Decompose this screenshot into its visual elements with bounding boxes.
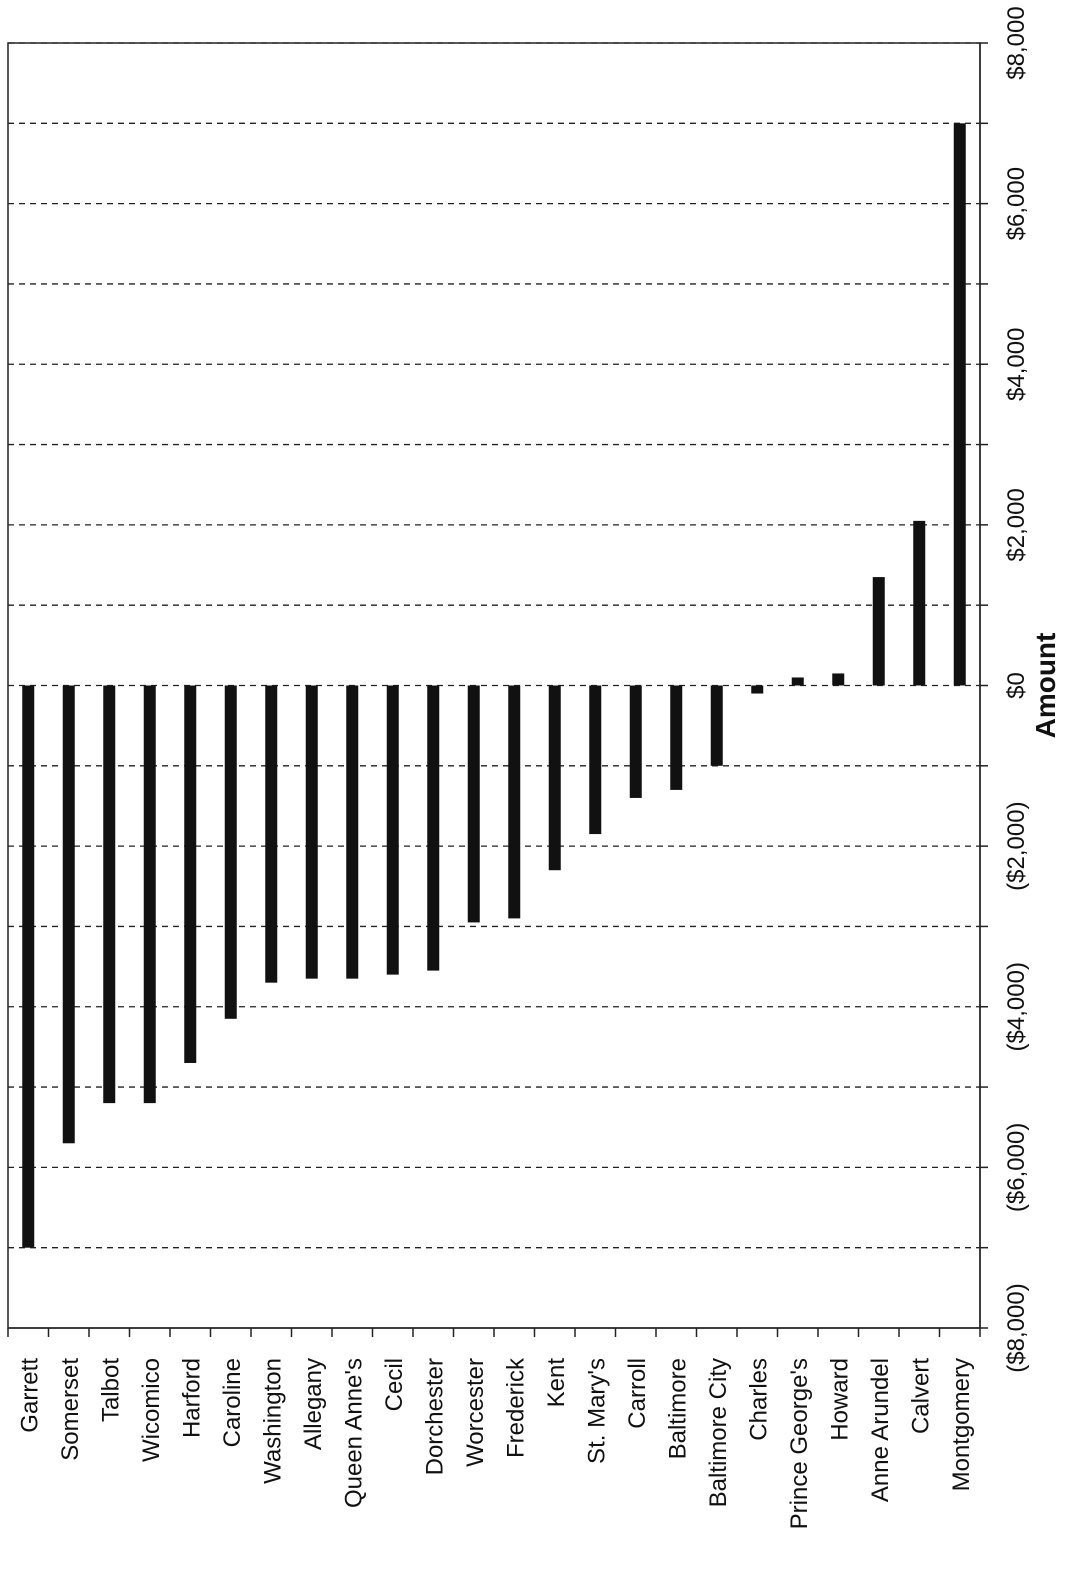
bar	[710, 685, 723, 766]
value-tick-label: ($6,000)	[1003, 1123, 1030, 1212]
bar	[548, 685, 561, 871]
bar	[62, 685, 75, 1144]
category-label: Frederick	[502, 1357, 529, 1458]
category-label: Charles	[745, 1358, 772, 1441]
category-label: Anne Arundel	[867, 1358, 894, 1502]
category-label: Somerset	[57, 1358, 84, 1461]
category-label: Montgomery	[948, 1358, 975, 1491]
bar	[143, 685, 156, 1104]
category-label: Calvert	[907, 1358, 934, 1434]
bar	[751, 685, 764, 694]
x-axis-title: Amount	[1030, 633, 1061, 739]
gridlines	[8, 42, 980, 1249]
category-labels: Garrett Somerset Talbot Wicomico Harford Caro…	[16, 1357, 975, 1529]
category-label: Kent	[543, 1358, 570, 1408]
value-tick-label: $2,000	[1003, 488, 1030, 561]
value-tick-label: ($2,000)	[1003, 801, 1030, 890]
category-label: Howard	[826, 1358, 853, 1441]
value-tick-label: $4,000	[1003, 328, 1030, 401]
category-label: Carroll	[624, 1358, 651, 1429]
bar	[872, 577, 885, 686]
category-ticks	[7, 1328, 981, 1337]
category-label: Garrett	[16, 1358, 43, 1433]
category-label: Baltimore	[664, 1358, 691, 1459]
bar	[224, 685, 237, 1019]
bar	[670, 685, 683, 790]
category-label: Cecil	[381, 1358, 408, 1411]
bar	[305, 685, 318, 979]
category-label: Harford	[178, 1358, 205, 1438]
bar	[184, 685, 197, 1063]
category-label: Baltimore City	[705, 1358, 732, 1507]
category-label: Talbot	[97, 1358, 124, 1422]
bar	[953, 123, 966, 686]
value-tick-label: $0	[1003, 672, 1030, 699]
value-tick-label: ($4,000)	[1003, 962, 1030, 1051]
bar	[589, 685, 602, 835]
bar	[467, 685, 480, 923]
value-tick-label: $8,000	[1003, 6, 1030, 79]
category-label: Caroline	[219, 1358, 246, 1447]
bars	[22, 123, 966, 1248]
bar	[346, 685, 359, 979]
category-label: Queen Anne's	[340, 1358, 367, 1508]
category-label: St. Mary's	[583, 1358, 610, 1464]
bar	[508, 685, 521, 919]
value-tick-labels: ($8,000) ($6,000) ($4,000) ($2,000) $0 $2,000…	[1003, 6, 1030, 1372]
bar	[427, 685, 440, 971]
bar	[265, 685, 278, 983]
value-tick-label: $6,000	[1003, 167, 1030, 240]
category-label: Allegany	[300, 1358, 327, 1450]
category-label: Worcester	[462, 1358, 489, 1467]
bar	[913, 520, 926, 686]
bar	[629, 685, 642, 798]
category-label: Washington	[259, 1358, 286, 1484]
category-label: Dorchester	[421, 1358, 448, 1475]
value-ticks	[980, 42, 988, 1329]
value-tick-label: ($8,000)	[1003, 1283, 1030, 1372]
bar	[791, 677, 804, 686]
bar	[22, 685, 35, 1248]
bar	[832, 673, 845, 686]
category-label: Wicomico	[138, 1358, 165, 1462]
category-label: Prince George's	[786, 1358, 813, 1529]
plot-area	[7, 42, 988, 1337]
bar	[103, 685, 116, 1104]
bar	[386, 685, 399, 975]
